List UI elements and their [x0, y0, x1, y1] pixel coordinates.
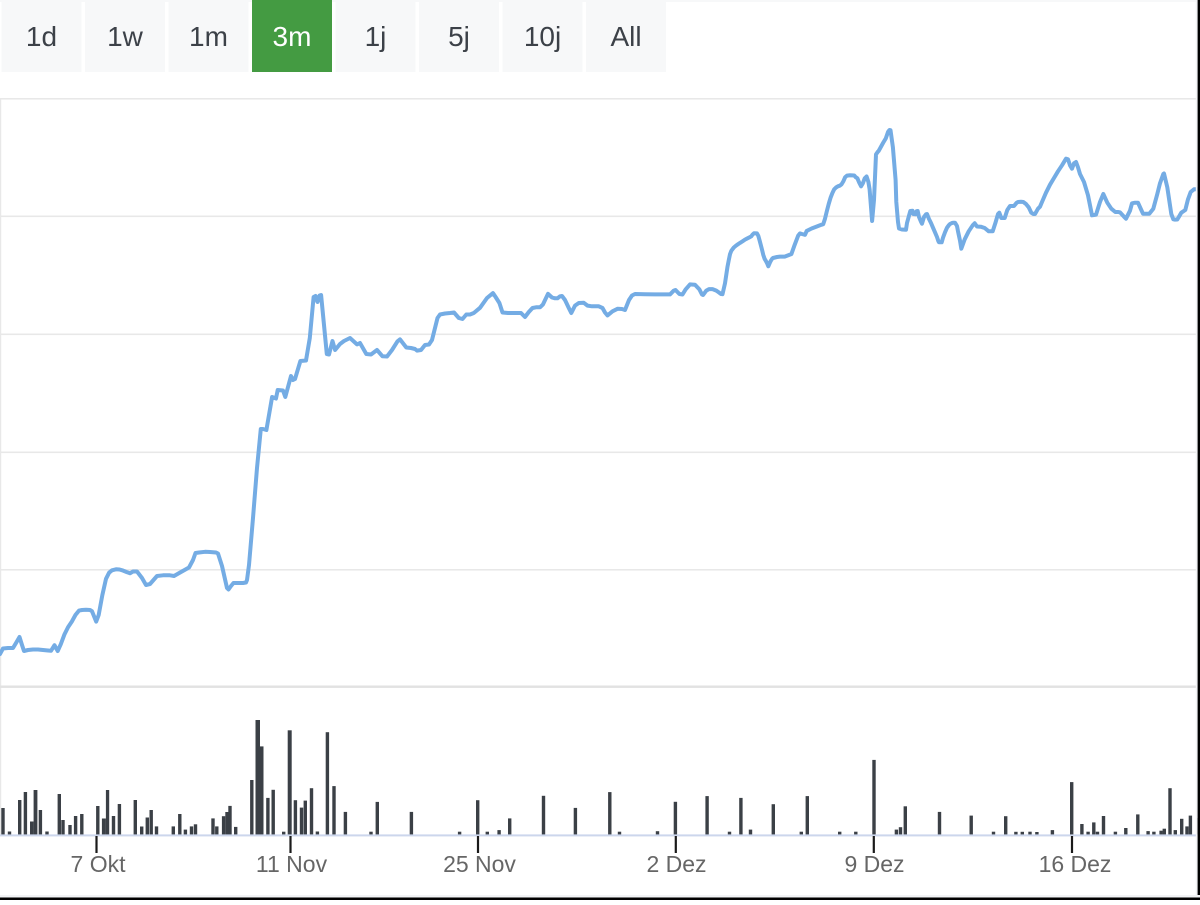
svg-text:3m: 3m — [273, 21, 312, 52]
svg-text:16 Dez: 16 Dez — [1039, 851, 1112, 877]
svg-text:9 Dez: 9 Dez — [844, 851, 904, 877]
svg-text:5j: 5j — [448, 21, 470, 52]
svg-text:10j: 10j — [524, 21, 561, 52]
svg-text:1w: 1w — [107, 21, 144, 52]
svg-text:1m: 1m — [189, 21, 228, 52]
svg-text:7 Okt: 7 Okt — [71, 851, 127, 877]
svg-text:1j: 1j — [365, 21, 387, 52]
svg-text:2 Dez: 2 Dez — [646, 851, 706, 877]
svg-text:25 Nov: 25 Nov — [443, 851, 516, 877]
svg-text:1d: 1d — [26, 21, 57, 52]
svg-text:All: All — [610, 21, 641, 52]
svg-text:11 Nov: 11 Nov — [256, 851, 328, 877]
